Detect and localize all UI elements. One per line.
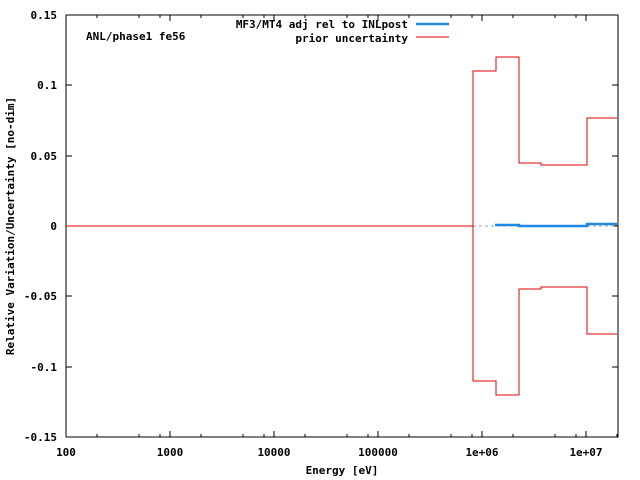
x-tick-label: 1000	[157, 446, 184, 459]
x-tick-label: 1e+06	[465, 446, 498, 459]
y-tick-label: 0.05	[31, 150, 58, 163]
series-adjustment	[495, 222, 617, 228]
plot-annotation: ANL/phase1 fe56	[86, 30, 186, 43]
legend-label: prior uncertainty	[295, 32, 408, 45]
x-tick-label: 100000	[358, 446, 398, 459]
y-axis-label: Relative Variation/Uncertainty [no-dim]	[4, 97, 17, 355]
series-prior-uncertainty-lower	[472, 226, 617, 396]
y-axis	[66, 14, 618, 438]
x-tick-label: 10000	[257, 446, 290, 459]
y-tick-label: -0.1	[31, 361, 58, 374]
y-tick-label: 0.15	[31, 9, 58, 22]
y-tick-label: 0.1	[37, 79, 57, 92]
x-tick-label: 1e+07	[569, 446, 602, 459]
y-tick-label: -0.15	[24, 431, 57, 444]
y-tick-label: 0	[50, 220, 57, 233]
legend: MF3/MT4 adj rel to INLpost prior uncerta…	[236, 18, 449, 45]
x-tick-label: 100	[56, 446, 76, 459]
legend-label: MF3/MT4 adj rel to INLpost	[236, 18, 408, 31]
x-axis	[65, 15, 618, 437]
x-axis-label: Energy [eV]	[306, 464, 379, 477]
series-prior-uncertainty-upper	[66, 56, 617, 227]
y-tick-label: -0.05	[24, 290, 57, 303]
